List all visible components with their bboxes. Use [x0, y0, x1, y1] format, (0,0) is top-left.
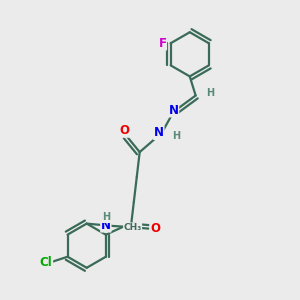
Text: H: H: [102, 212, 110, 222]
Text: F: F: [158, 37, 166, 50]
Text: H: H: [206, 88, 214, 98]
Text: H: H: [172, 131, 180, 141]
Text: N: N: [101, 219, 111, 232]
Text: CH₃: CH₃: [124, 223, 142, 232]
Text: N: N: [169, 104, 178, 117]
Text: O: O: [150, 222, 160, 235]
Text: N: N: [154, 126, 164, 140]
Text: O: O: [119, 124, 129, 137]
Text: Cl: Cl: [40, 256, 52, 268]
